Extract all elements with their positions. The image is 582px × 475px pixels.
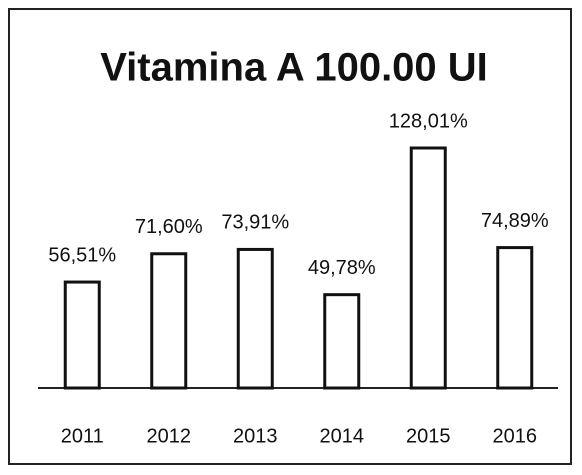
chart-title: Vitamina A 100.00 UI [100, 46, 488, 90]
data-label: 56,51% [48, 244, 116, 266]
data-label: 49,78% [308, 257, 376, 279]
data-label: 74,89% [481, 210, 549, 232]
x-tick-label: 2016 [493, 425, 538, 447]
data-label: 128,01% [389, 110, 468, 132]
bar [236, 247, 274, 390]
bar [409, 146, 447, 390]
data-label: 73,91% [221, 212, 289, 234]
bar [150, 252, 188, 390]
bar [323, 293, 361, 390]
x-tick-label: 2012 [147, 425, 192, 447]
x-tick-label: 2014 [320, 425, 365, 447]
bar [63, 280, 101, 390]
data-label: 71,60% [135, 216, 203, 238]
x-tick-label: 2011 [61, 425, 104, 447]
x-tick-label: 2013 [233, 425, 278, 447]
bar [496, 246, 534, 390]
x-tick-label: 2015 [406, 425, 451, 447]
